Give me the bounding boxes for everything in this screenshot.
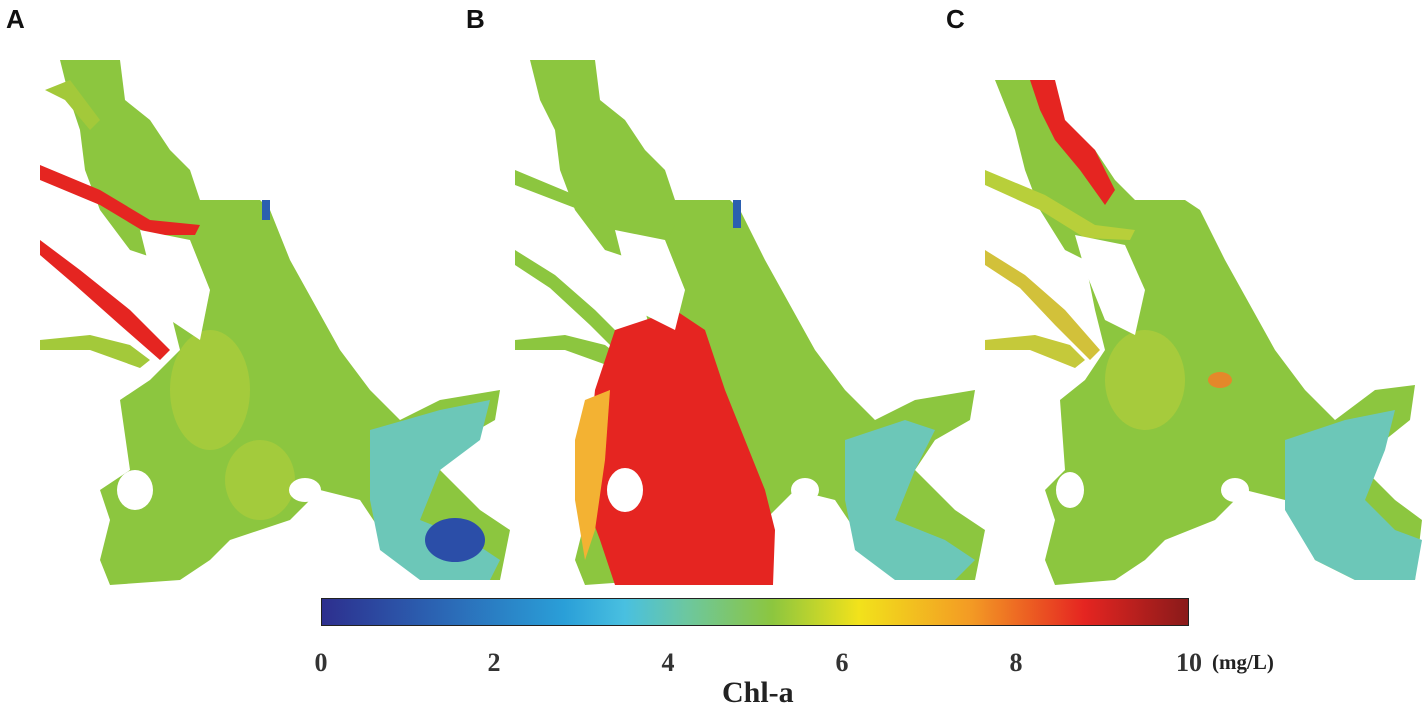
land-gap (615, 230, 685, 330)
colorbar-tick: 6 (835, 648, 849, 677)
panel-label-b: B (466, 4, 485, 34)
channel-2 (515, 250, 635, 360)
chl-a-map-a (40, 60, 510, 585)
chl-a-map-b (515, 60, 985, 585)
channel-1 (515, 170, 675, 235)
island (1221, 478, 1249, 502)
cool-area (845, 420, 975, 580)
warm-patch (225, 440, 295, 520)
colorbar-title: Chl-a (722, 676, 794, 709)
colorbar-tick: 10 (1176, 648, 1202, 677)
island (791, 478, 819, 502)
chl-a-colorbar (321, 598, 1189, 626)
colorbar-tick: 4 (661, 648, 675, 677)
cool-area (370, 400, 500, 580)
colorbar-tick: 8 (1009, 648, 1023, 677)
channel-3 (985, 335, 1085, 368)
island (117, 470, 153, 510)
island (607, 468, 643, 512)
cool-area (1285, 410, 1422, 580)
channel-2 (40, 240, 170, 360)
panel-label-a: A (6, 4, 25, 34)
bloom-channel (1030, 80, 1115, 205)
island (289, 478, 321, 502)
channel-2 (985, 250, 1100, 360)
low-patch (733, 200, 741, 228)
channel-1 (40, 165, 200, 235)
channel-4 (45, 80, 100, 130)
colorbar-unit: (mg/L) (1212, 650, 1274, 674)
colorbar-tick: 0 (314, 648, 328, 677)
panel-label-c: C (946, 4, 965, 34)
low-patch (425, 518, 485, 562)
colorbar-tick: 2 (487, 648, 501, 677)
warm-patch (170, 330, 250, 450)
bloom-area (585, 310, 775, 585)
warm-patch (1105, 330, 1185, 430)
warm-patch (1208, 372, 1232, 388)
channel-3 (515, 335, 625, 368)
low-patch (262, 200, 270, 220)
channel-1 (985, 170, 1135, 240)
island (1056, 472, 1084, 508)
land-gap (140, 230, 210, 340)
chl-a-map-c (985, 80, 1422, 585)
channel-3 (40, 335, 150, 368)
land-gap (1075, 235, 1145, 335)
bloom-edge (575, 390, 610, 560)
